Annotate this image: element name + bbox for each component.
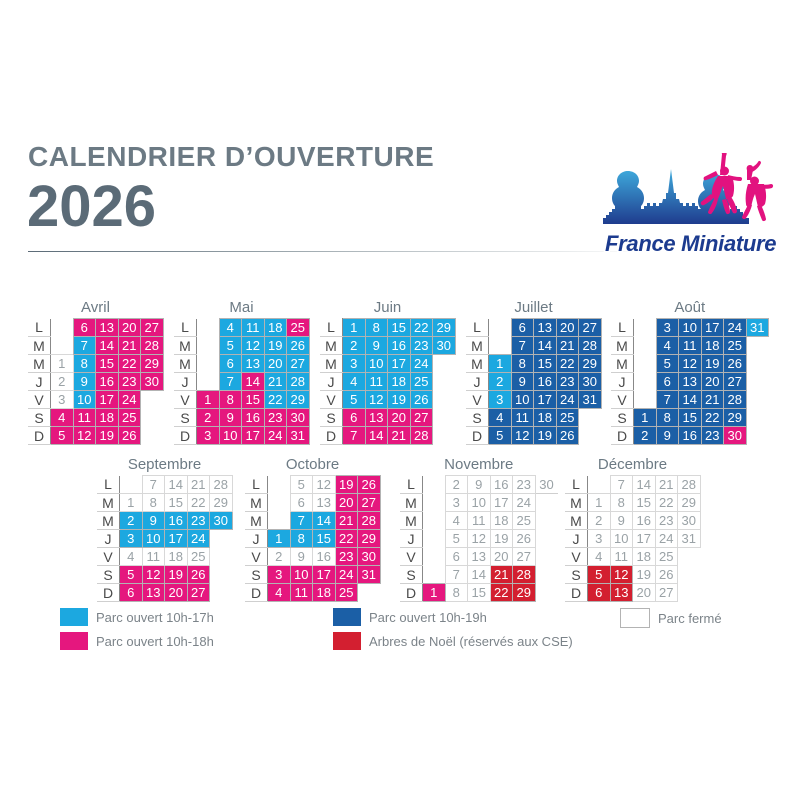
svg-text:France Miniature: France Miniature — [605, 231, 776, 256]
